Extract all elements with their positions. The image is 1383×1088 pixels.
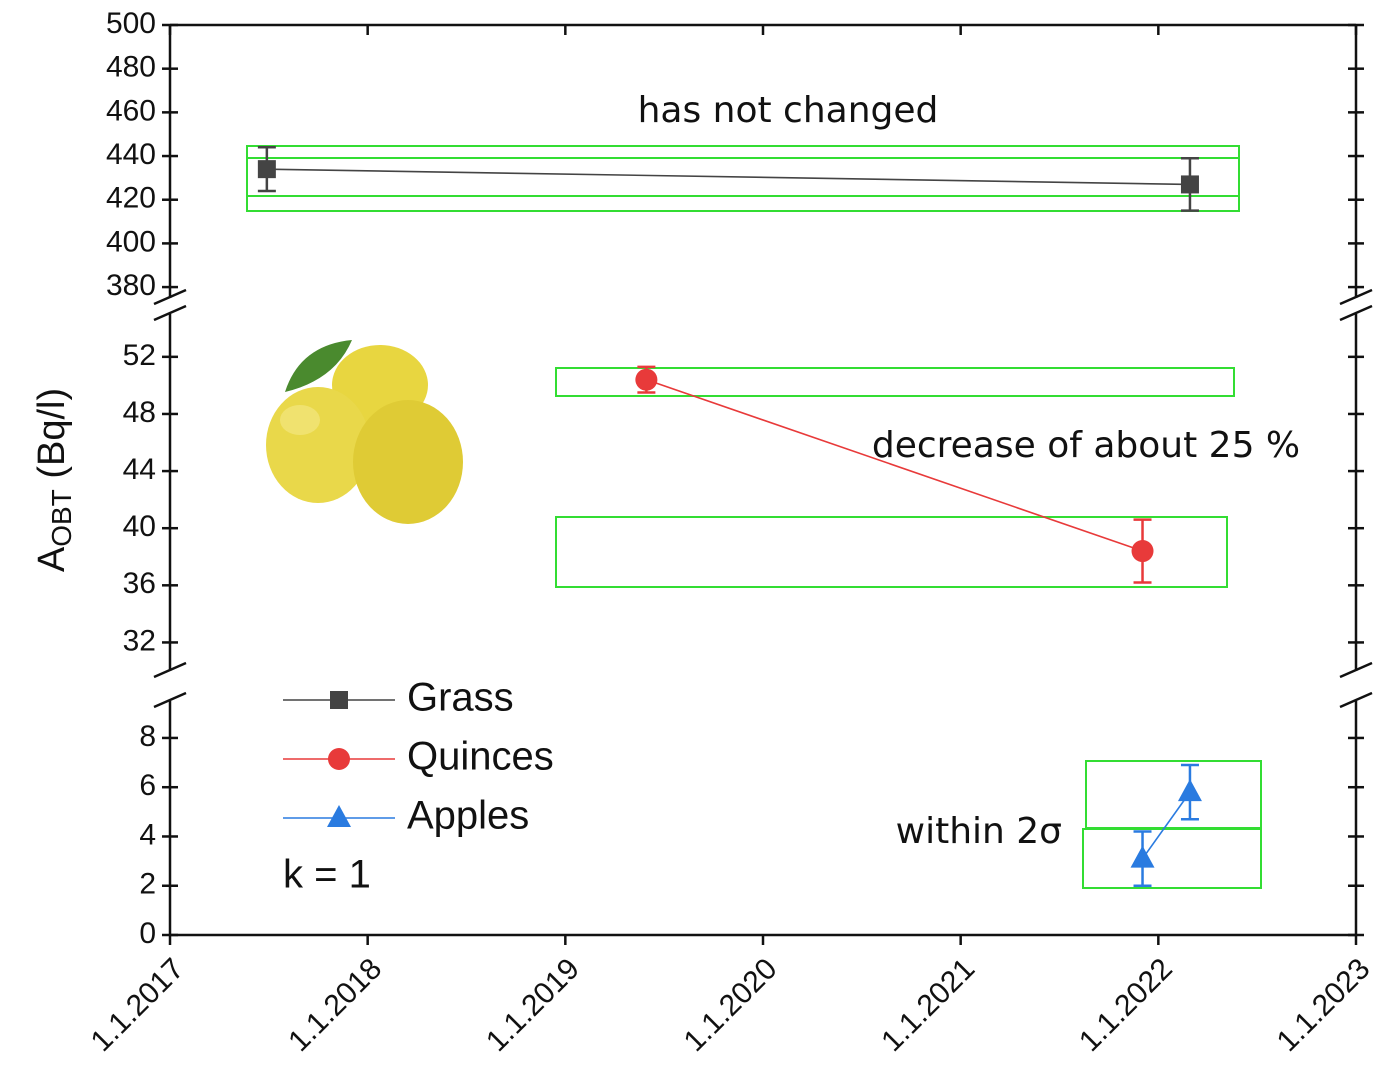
annotation: within 2σ (896, 811, 1062, 852)
y-tick-label: 500 (106, 7, 156, 40)
y-tick-label: 460 (106, 94, 156, 127)
y-tick-label: 36 (123, 567, 156, 600)
marker (1132, 540, 1154, 562)
y-tick-label: 6 (139, 769, 156, 802)
annotation: decrease of about 25 % (872, 425, 1300, 466)
marker (1131, 846, 1155, 868)
x-tick-label: 1.1.2022 (1073, 952, 1179, 1058)
series-line (1143, 792, 1190, 859)
x-tick-label: 1.1.2021 (875, 952, 981, 1058)
marker (1178, 779, 1202, 801)
y-tick-label: 480 (106, 51, 156, 84)
marker (635, 369, 657, 391)
legend-label: Apples (407, 794, 529, 838)
x-tick-label: 1.1.2023 (1271, 952, 1377, 1058)
series-line (267, 169, 1190, 184)
y-tick-label: 48 (123, 396, 156, 429)
marker (258, 160, 276, 178)
y-tick-label: 32 (123, 624, 156, 657)
x-tick-label: 1.1.2019 (480, 952, 586, 1058)
y-tick-label: 420 (106, 182, 156, 215)
y-label-main: A (31, 546, 73, 572)
y-label-sub: OBT (46, 489, 77, 547)
x-tick-label: 1.1.2020 (678, 952, 784, 1058)
y-tick-label: 4 (139, 818, 156, 851)
chart: has not changed decrease of about 25 % w… (0, 0, 1383, 1088)
marker (330, 691, 348, 709)
legend-label: Quinces (407, 735, 554, 779)
y-tick-label: 44 (123, 453, 156, 486)
y-tick-label: 380 (106, 269, 156, 302)
x-tick-label: 1.1.2017 (85, 952, 191, 1058)
y-tick-label: 40 (123, 510, 156, 543)
marker (327, 805, 351, 827)
annotation: has not changed (638, 90, 939, 131)
y-tick-label: 0 (139, 917, 156, 950)
y-label-unit: (Bq/l) (31, 388, 73, 489)
annotation: k = 1 (283, 853, 371, 897)
y-tick-label: 8 (139, 720, 156, 753)
y-tick-label: 52 (123, 339, 156, 372)
y-tick-label: 440 (106, 138, 156, 171)
quince-image (266, 340, 463, 524)
y-tick-label: 2 (139, 868, 156, 901)
y-tick-label: 400 (106, 225, 156, 258)
marker (1181, 175, 1199, 193)
marker (328, 748, 350, 770)
y-axis-label: AOBT (Bq/l) (31, 388, 77, 572)
legend-label: Grass (407, 676, 514, 720)
x-tick-label: 1.1.2018 (282, 952, 388, 1058)
